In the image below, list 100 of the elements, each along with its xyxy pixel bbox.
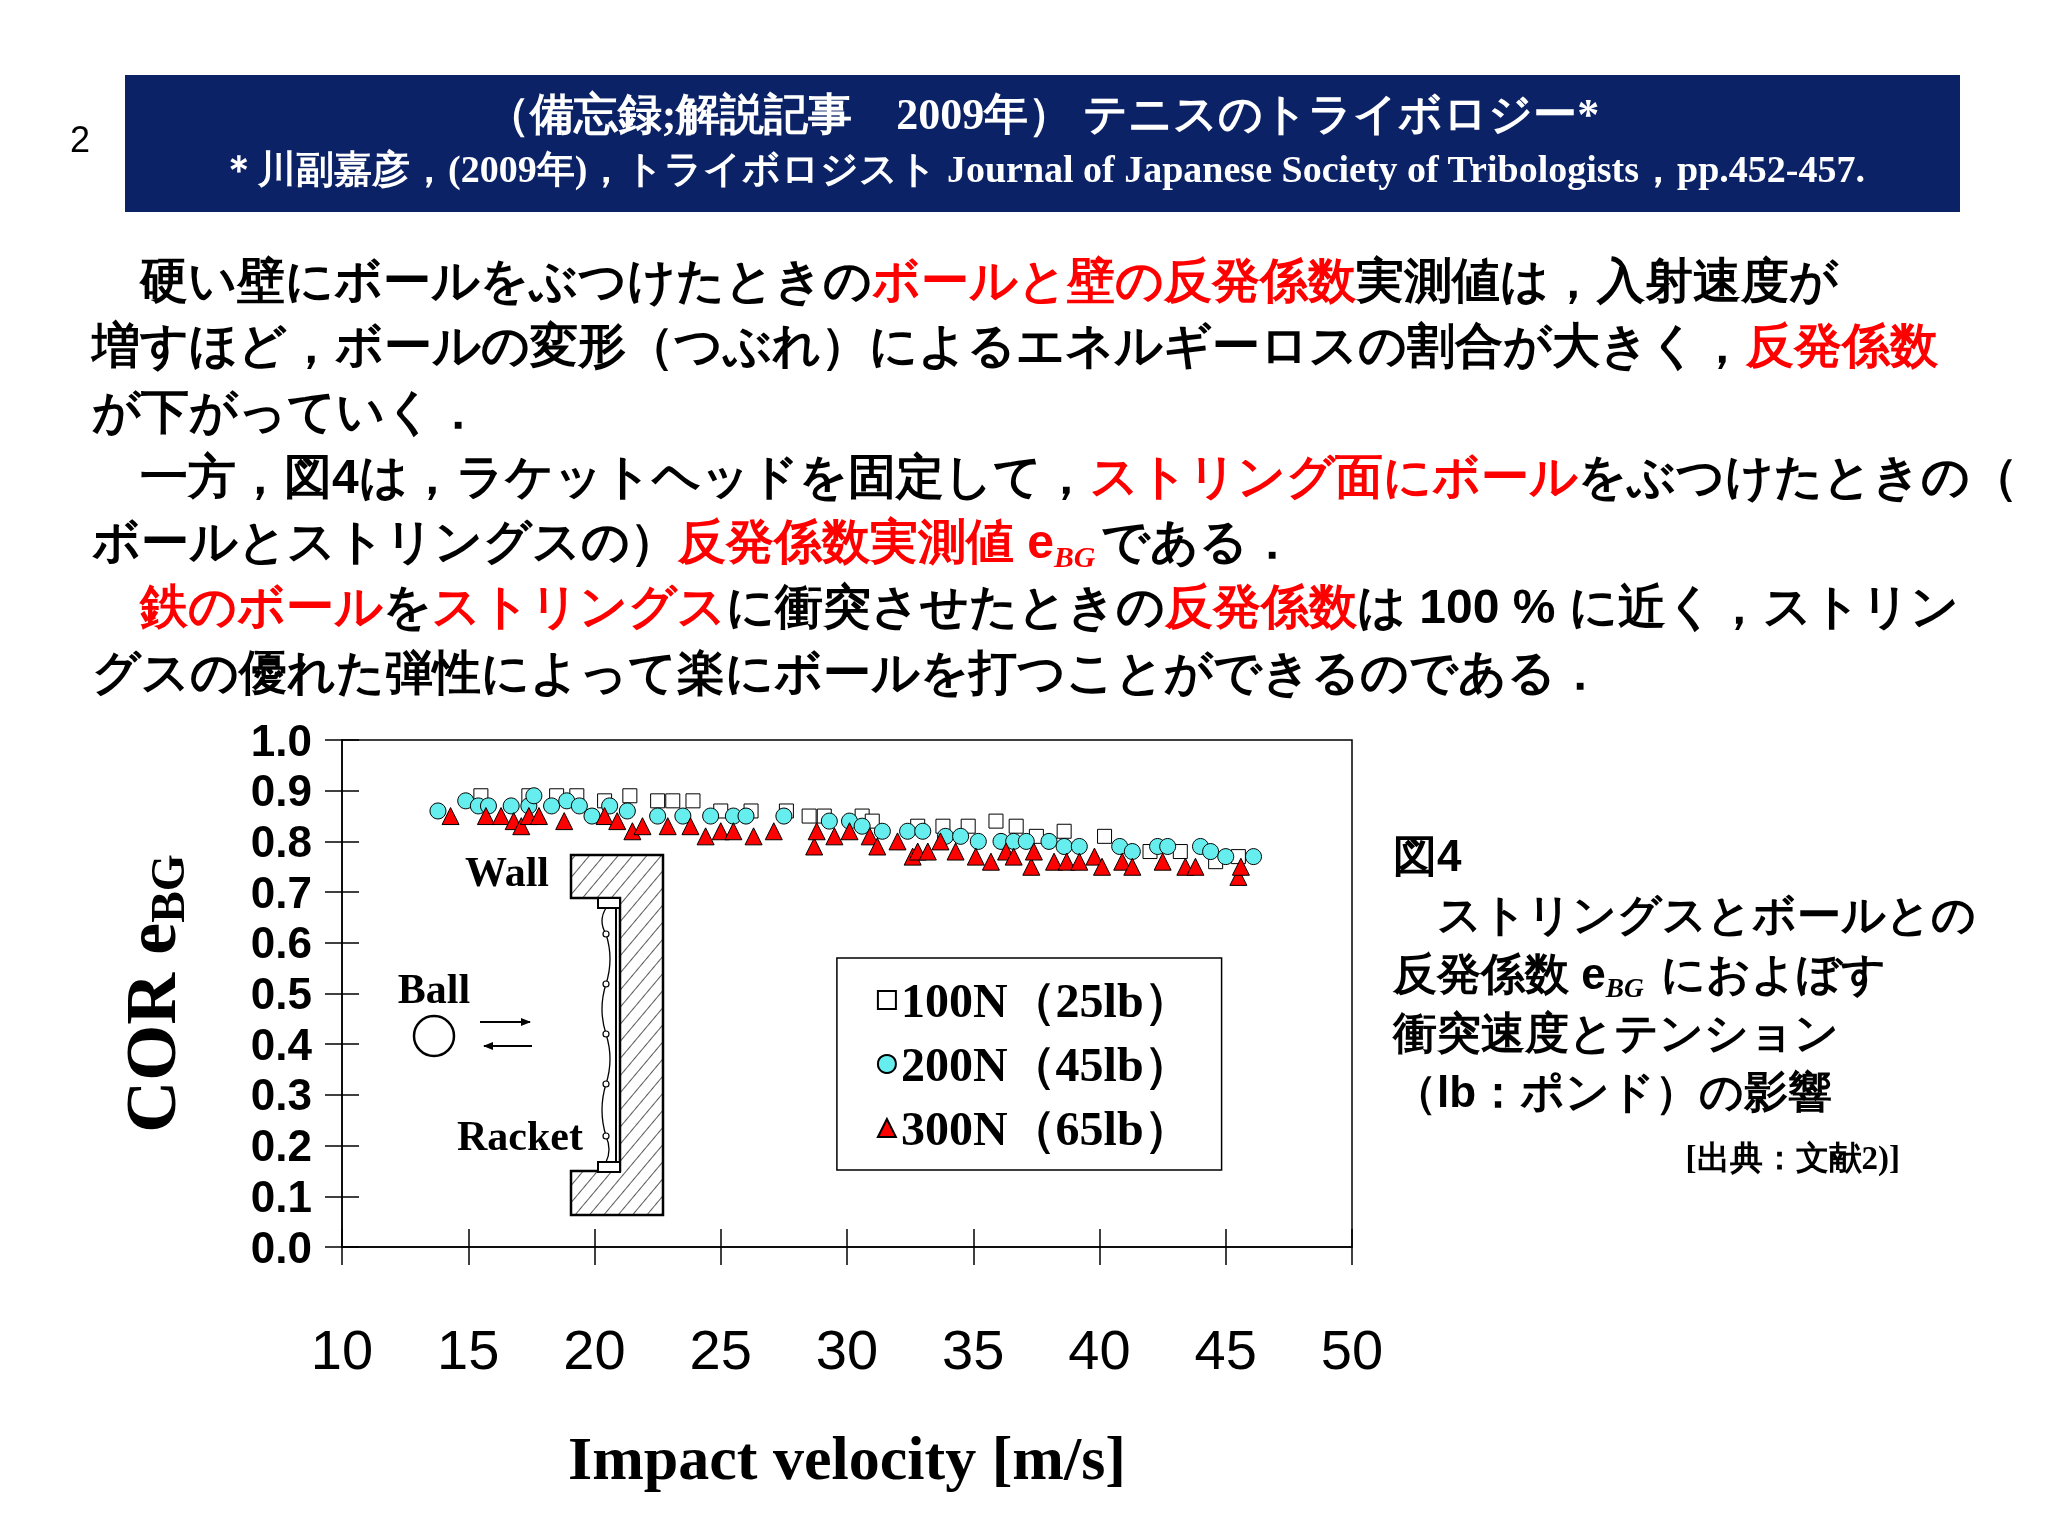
point bbox=[1017, 832, 1035, 850]
point bbox=[633, 817, 652, 836]
y-tick-label: 0.0 bbox=[250, 1222, 312, 1272]
point bbox=[1123, 857, 1142, 876]
point bbox=[853, 817, 871, 835]
point bbox=[840, 822, 859, 841]
point bbox=[1231, 857, 1250, 876]
x-tick-label: 35 bbox=[942, 1317, 1005, 1381]
point bbox=[555, 812, 574, 831]
point bbox=[805, 837, 824, 856]
text: 反発係数 e$_{BG}$ におよぼす bbox=[1393, 949, 1887, 1004]
text: を bbox=[383, 580, 432, 634]
text: に衝突させたときの bbox=[726, 580, 1165, 634]
point bbox=[601, 797, 619, 815]
x-tick-label: 50 bbox=[1320, 1317, 1384, 1381]
point bbox=[1153, 852, 1172, 871]
point bbox=[914, 822, 932, 840]
point bbox=[888, 832, 907, 851]
text: グスの優れた弾性によって楽にボールを打つことができるのである． bbox=[92, 645, 1604, 699]
point bbox=[775, 807, 793, 825]
point bbox=[702, 807, 720, 825]
point bbox=[583, 807, 601, 825]
y-tick-label: 0.2 bbox=[250, 1121, 312, 1171]
point bbox=[622, 788, 638, 804]
x-tick-label: 30 bbox=[815, 1317, 879, 1381]
text: ボールと壁の反発係数 bbox=[872, 254, 1356, 307]
point bbox=[429, 802, 447, 820]
point bbox=[1159, 837, 1177, 855]
legend-label: 300N（65lb） bbox=[900, 1101, 1192, 1155]
point bbox=[724, 822, 743, 841]
point bbox=[595, 807, 614, 826]
point bbox=[1097, 828, 1113, 844]
y-tick-label: 0.9 bbox=[250, 766, 312, 816]
text: が下がっていく． bbox=[92, 384, 482, 438]
chart-subtitle: ＊川副嘉彦，(2009年)，トライボロジスト Journal of Japanese Society of Tribologists，pp.452-457. bbox=[220, 148, 1865, 190]
point bbox=[674, 807, 692, 825]
point bbox=[737, 807, 755, 825]
point bbox=[658, 817, 677, 836]
x-tick-label: 15 bbox=[437, 1317, 500, 1381]
point bbox=[1008, 818, 1024, 834]
point bbox=[1070, 837, 1088, 855]
text: 反発係数実測値 e$_{BG}$ bbox=[678, 515, 1097, 574]
point bbox=[1093, 857, 1112, 876]
point bbox=[681, 817, 700, 836]
text: （lb：ポンド）の影響 bbox=[1393, 1067, 1833, 1116]
point bbox=[820, 812, 838, 830]
point bbox=[543, 797, 561, 815]
point bbox=[966, 847, 985, 866]
point bbox=[1024, 842, 1043, 861]
text: 一方，図4は，ラケットヘッドを固定して， bbox=[139, 449, 1090, 503]
chart-title: （備忘録;解説記事 2009年） テニスのトライボロジー* bbox=[485, 90, 1600, 139]
point bbox=[764, 822, 783, 841]
point bbox=[685, 793, 701, 809]
point bbox=[1056, 823, 1072, 839]
x-tick-label: 45 bbox=[1194, 1317, 1257, 1381]
text: 衝突速度とテンション bbox=[1393, 1008, 1839, 1057]
caption: 図4 bbox=[1393, 831, 1462, 880]
text: をぶつけたときの（ bbox=[1577, 449, 2018, 503]
point bbox=[873, 822, 891, 840]
text: ストリングスとボールとの bbox=[1436, 890, 1976, 939]
x-axis-title: Impact velocity [m/s] bbox=[568, 1424, 1126, 1492]
x-tick-label: 10 bbox=[310, 1317, 374, 1381]
legend-label: 100N（25lb） bbox=[900, 973, 1192, 1027]
text: 実測値は，入射速度が bbox=[1356, 254, 1838, 307]
point bbox=[1245, 848, 1263, 866]
text: 増すほど，ボールの変形（つぶれ）によるエネルギーロスの割合が大きく， bbox=[92, 319, 1746, 373]
point bbox=[868, 837, 887, 856]
y-axis-title: COR eBG bbox=[110, 854, 194, 1133]
point bbox=[1055, 837, 1073, 855]
text: 硬い壁にボールをぶつけたときの bbox=[138, 254, 872, 307]
point bbox=[1057, 852, 1076, 871]
point bbox=[618, 802, 636, 820]
point bbox=[931, 832, 950, 851]
text: ストリングス bbox=[432, 580, 726, 634]
x-tick-label: 20 bbox=[563, 1317, 626, 1381]
text: [出典：文献2)] bbox=[1685, 1140, 1900, 1176]
text: 反発係数 bbox=[1746, 319, 1938, 373]
legend-label: 200N（45lb） bbox=[900, 1037, 1192, 1091]
point bbox=[952, 827, 970, 845]
point bbox=[807, 822, 826, 841]
point bbox=[649, 807, 667, 825]
point bbox=[1123, 843, 1141, 861]
point bbox=[988, 813, 1004, 829]
point bbox=[650, 793, 666, 809]
point bbox=[946, 842, 965, 861]
point bbox=[918, 842, 937, 861]
y-tick-label: 0.7 bbox=[250, 867, 312, 917]
text: である． bbox=[1101, 515, 1297, 569]
text: 2 bbox=[70, 118, 91, 162]
point bbox=[1040, 832, 1058, 850]
point bbox=[825, 827, 844, 846]
point bbox=[502, 797, 520, 815]
point bbox=[981, 852, 1000, 871]
x-tick-label: 40 bbox=[1068, 1317, 1131, 1381]
point bbox=[1070, 852, 1089, 871]
point bbox=[801, 808, 817, 824]
y-tick-label: 0.1 bbox=[250, 1171, 312, 1221]
point bbox=[1217, 848, 1235, 866]
point bbox=[899, 822, 917, 840]
point bbox=[665, 793, 681, 809]
